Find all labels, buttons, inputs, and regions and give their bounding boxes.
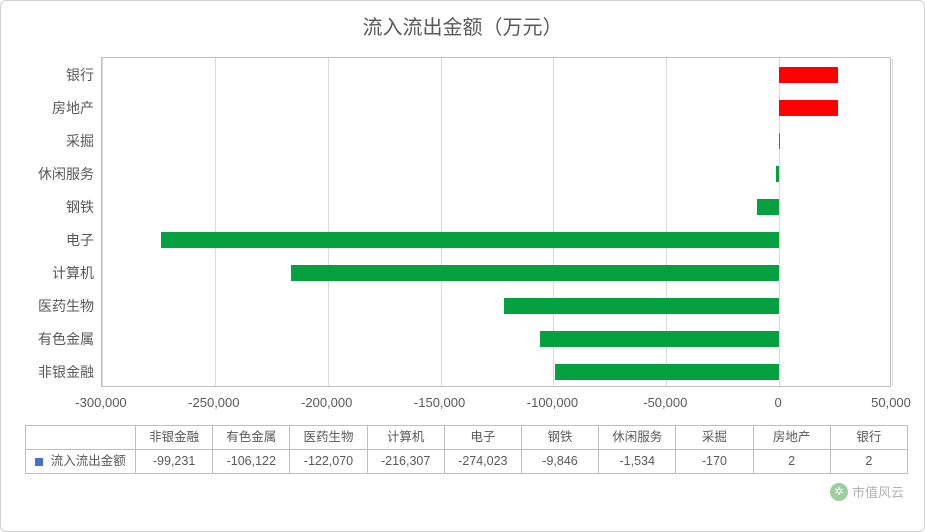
wechat-icon: ✲ <box>830 483 848 501</box>
watermark: ✲ 市值风云 <box>830 482 904 501</box>
table-corner <box>26 426 136 450</box>
gridline <box>215 58 216 386</box>
table-header: 采掘 <box>676 426 753 450</box>
y-tick-label: 采掘 <box>66 131 102 151</box>
x-tick-label: -100,000 <box>527 395 578 410</box>
bar <box>540 331 780 347</box>
table-header: 有色金属 <box>213 426 290 450</box>
data-table: 非银金融有色金属医药生物计算机电子钢铁休闲服务采掘房地产银行 流入流出金额 -9… <box>25 425 908 474</box>
bar <box>779 100 838 116</box>
x-tick-label: 50,000 <box>871 395 911 410</box>
table-cell: -122,070 <box>290 450 367 474</box>
gridline <box>441 58 442 386</box>
table-header: 钢铁 <box>521 426 598 450</box>
table-header: 计算机 <box>367 426 444 450</box>
y-tick-label: 非银金融 <box>38 362 102 382</box>
bar <box>504 298 780 314</box>
chart-container: 流入流出金额（万元） 银行房地产采掘休闲服务钢铁电子计算机医药生物有色金属非银金… <box>0 0 925 532</box>
gridline <box>102 58 103 386</box>
plot-area: 银行房地产采掘休闲服务钢铁电子计算机医药生物有色金属非银金融 <box>101 57 891 387</box>
table-header: 医药生物 <box>290 426 367 450</box>
x-tick-label: -150,000 <box>414 395 465 410</box>
x-tick-label: -250,000 <box>188 395 239 410</box>
table-header: 休闲服务 <box>599 426 676 450</box>
x-axis-labels: -300,000-250,000-200,000-150,000-100,000… <box>101 395 891 417</box>
y-tick-label: 休闲服务 <box>38 164 102 184</box>
table-cell: -274,023 <box>444 450 521 474</box>
y-tick-label: 有色金属 <box>38 329 102 349</box>
table-cell: -216,307 <box>367 450 444 474</box>
table-cell: 2 <box>753 450 830 474</box>
bar <box>776 166 779 182</box>
watermark-text: 市值风云 <box>852 482 904 501</box>
y-tick-label: 房地产 <box>52 98 102 118</box>
legend-marker <box>35 458 43 466</box>
bar <box>779 67 838 83</box>
x-tick-label: -200,000 <box>301 395 352 410</box>
bar <box>161 232 780 248</box>
x-tick-label: -300,000 <box>75 395 126 410</box>
bar <box>291 265 779 281</box>
gridline <box>328 58 329 386</box>
y-tick-label: 银行 <box>66 65 102 85</box>
y-tick-label: 钢铁 <box>66 197 102 217</box>
table-cell: -170 <box>676 450 753 474</box>
table-cell: -106,122 <box>213 450 290 474</box>
table-header: 非银金融 <box>136 426 213 450</box>
bar <box>757 199 779 215</box>
legend-label: 流入流出金额 <box>51 454 126 468</box>
bar <box>555 364 779 380</box>
y-tick-label: 电子 <box>66 230 102 250</box>
chart-title: 流入流出金额（万元） <box>1 1 924 46</box>
y-tick-label: 计算机 <box>52 263 102 283</box>
gridline <box>892 58 893 386</box>
table-header: 房地产 <box>753 426 830 450</box>
table-header: 银行 <box>830 426 907 450</box>
table-cell: -9,846 <box>521 450 598 474</box>
y-tick-label: 医药生物 <box>38 296 102 316</box>
table-header: 电子 <box>444 426 521 450</box>
x-tick-label: 0 <box>775 395 782 410</box>
legend-cell: 流入流出金额 <box>26 450 136 474</box>
table-cell: -1,534 <box>599 450 676 474</box>
table-cell: 2 <box>830 450 907 474</box>
x-tick-label: -50,000 <box>643 395 687 410</box>
table-cell: -99,231 <box>136 450 213 474</box>
